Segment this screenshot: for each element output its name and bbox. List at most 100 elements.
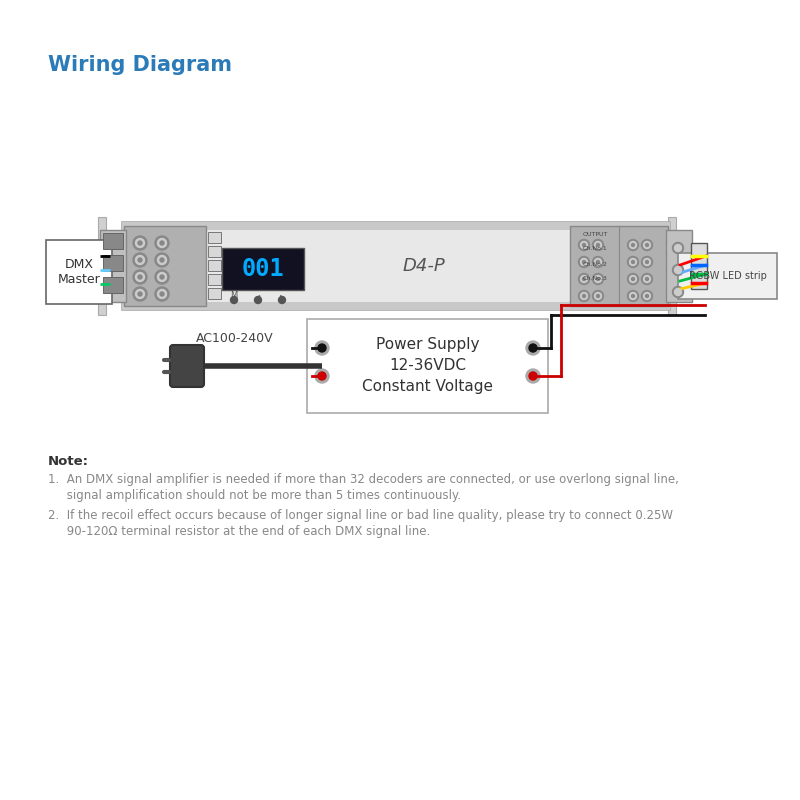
Circle shape bbox=[135, 290, 145, 298]
FancyBboxPatch shape bbox=[207, 259, 221, 270]
Circle shape bbox=[581, 275, 587, 282]
Text: OUTPUT: OUTPUT bbox=[582, 231, 608, 237]
Circle shape bbox=[674, 289, 682, 295]
FancyBboxPatch shape bbox=[222, 248, 304, 290]
Circle shape bbox=[582, 261, 586, 263]
Circle shape bbox=[646, 261, 649, 263]
Circle shape bbox=[278, 297, 286, 303]
FancyBboxPatch shape bbox=[207, 274, 221, 285]
Text: 1.  An DMX signal amplifier is needed if more than 32 decoders are connected, or: 1. An DMX signal amplifier is needed if … bbox=[48, 473, 679, 486]
Text: Constant Voltage: Constant Voltage bbox=[362, 379, 493, 394]
Circle shape bbox=[315, 369, 329, 383]
Circle shape bbox=[158, 255, 166, 265]
FancyBboxPatch shape bbox=[103, 255, 123, 271]
FancyBboxPatch shape bbox=[100, 230, 126, 302]
Circle shape bbox=[627, 290, 638, 302]
Text: 2.  If the recoil effect occurs because of longer signal line or bad line qualit: 2. If the recoil effect occurs because o… bbox=[48, 509, 673, 522]
Circle shape bbox=[643, 275, 650, 282]
Circle shape bbox=[138, 275, 142, 279]
Circle shape bbox=[230, 297, 238, 303]
Circle shape bbox=[597, 243, 599, 246]
Circle shape bbox=[673, 265, 683, 275]
Text: ▸: ▸ bbox=[280, 291, 284, 301]
Circle shape bbox=[133, 253, 147, 267]
FancyBboxPatch shape bbox=[207, 246, 221, 257]
Circle shape bbox=[631, 294, 634, 298]
Circle shape bbox=[318, 372, 326, 380]
FancyBboxPatch shape bbox=[122, 302, 670, 310]
Text: 12-36VDC: 12-36VDC bbox=[389, 358, 466, 374]
Text: Ch.No.1: Ch.No.1 bbox=[582, 246, 607, 251]
Circle shape bbox=[643, 242, 650, 249]
FancyBboxPatch shape bbox=[170, 345, 204, 387]
Circle shape bbox=[593, 239, 603, 250]
Circle shape bbox=[642, 290, 653, 302]
Circle shape bbox=[642, 274, 653, 285]
Circle shape bbox=[642, 257, 653, 267]
Circle shape bbox=[627, 239, 638, 250]
Circle shape bbox=[135, 255, 145, 265]
FancyBboxPatch shape bbox=[103, 277, 123, 293]
Circle shape bbox=[643, 258, 650, 266]
FancyBboxPatch shape bbox=[666, 230, 692, 302]
Circle shape bbox=[594, 258, 602, 266]
Text: Ch.No.2: Ch.No.2 bbox=[582, 262, 607, 266]
Circle shape bbox=[318, 344, 326, 352]
Text: Power Supply: Power Supply bbox=[376, 337, 479, 351]
Circle shape bbox=[155, 270, 169, 284]
Circle shape bbox=[597, 294, 599, 298]
Circle shape bbox=[135, 273, 145, 282]
Circle shape bbox=[673, 242, 683, 254]
Circle shape bbox=[133, 236, 147, 250]
Circle shape bbox=[594, 242, 602, 249]
Circle shape bbox=[155, 287, 169, 301]
FancyBboxPatch shape bbox=[570, 226, 668, 306]
Circle shape bbox=[578, 274, 590, 285]
Text: 90-120Ω terminal resistor at the end of each DMX signal line.: 90-120Ω terminal resistor at the end of … bbox=[48, 525, 430, 538]
FancyBboxPatch shape bbox=[207, 287, 221, 298]
Text: 001: 001 bbox=[242, 257, 284, 281]
Text: ◂: ◂ bbox=[256, 291, 260, 301]
Circle shape bbox=[155, 253, 169, 267]
Circle shape bbox=[158, 273, 166, 282]
FancyBboxPatch shape bbox=[122, 222, 670, 310]
Circle shape bbox=[526, 341, 540, 355]
Circle shape bbox=[529, 372, 537, 380]
Circle shape bbox=[642, 239, 653, 250]
FancyBboxPatch shape bbox=[207, 231, 221, 242]
Circle shape bbox=[160, 241, 164, 245]
Circle shape bbox=[630, 242, 637, 249]
FancyBboxPatch shape bbox=[103, 233, 123, 249]
Circle shape bbox=[597, 261, 599, 263]
Circle shape bbox=[578, 257, 590, 267]
Circle shape bbox=[254, 297, 262, 303]
Circle shape bbox=[674, 266, 682, 274]
Circle shape bbox=[315, 341, 329, 355]
FancyBboxPatch shape bbox=[668, 217, 676, 315]
Circle shape bbox=[582, 294, 586, 298]
Circle shape bbox=[627, 257, 638, 267]
Circle shape bbox=[594, 275, 602, 282]
Circle shape bbox=[578, 290, 590, 302]
Text: Wiring Diagram: Wiring Diagram bbox=[48, 55, 232, 75]
Circle shape bbox=[646, 243, 649, 246]
Circle shape bbox=[581, 242, 587, 249]
Text: M: M bbox=[230, 291, 238, 301]
Circle shape bbox=[138, 258, 142, 262]
Circle shape bbox=[646, 294, 649, 298]
Circle shape bbox=[582, 243, 586, 246]
Circle shape bbox=[158, 290, 166, 298]
Circle shape bbox=[630, 258, 637, 266]
Circle shape bbox=[593, 290, 603, 302]
Circle shape bbox=[582, 278, 586, 281]
FancyBboxPatch shape bbox=[678, 253, 777, 299]
Circle shape bbox=[138, 241, 142, 245]
Text: DMX
Master: DMX Master bbox=[58, 258, 100, 286]
Circle shape bbox=[593, 257, 603, 267]
Circle shape bbox=[594, 293, 602, 299]
FancyBboxPatch shape bbox=[122, 222, 670, 230]
Text: D4-P: D4-P bbox=[402, 257, 445, 275]
FancyBboxPatch shape bbox=[307, 319, 548, 413]
Circle shape bbox=[581, 258, 587, 266]
Circle shape bbox=[593, 274, 603, 285]
